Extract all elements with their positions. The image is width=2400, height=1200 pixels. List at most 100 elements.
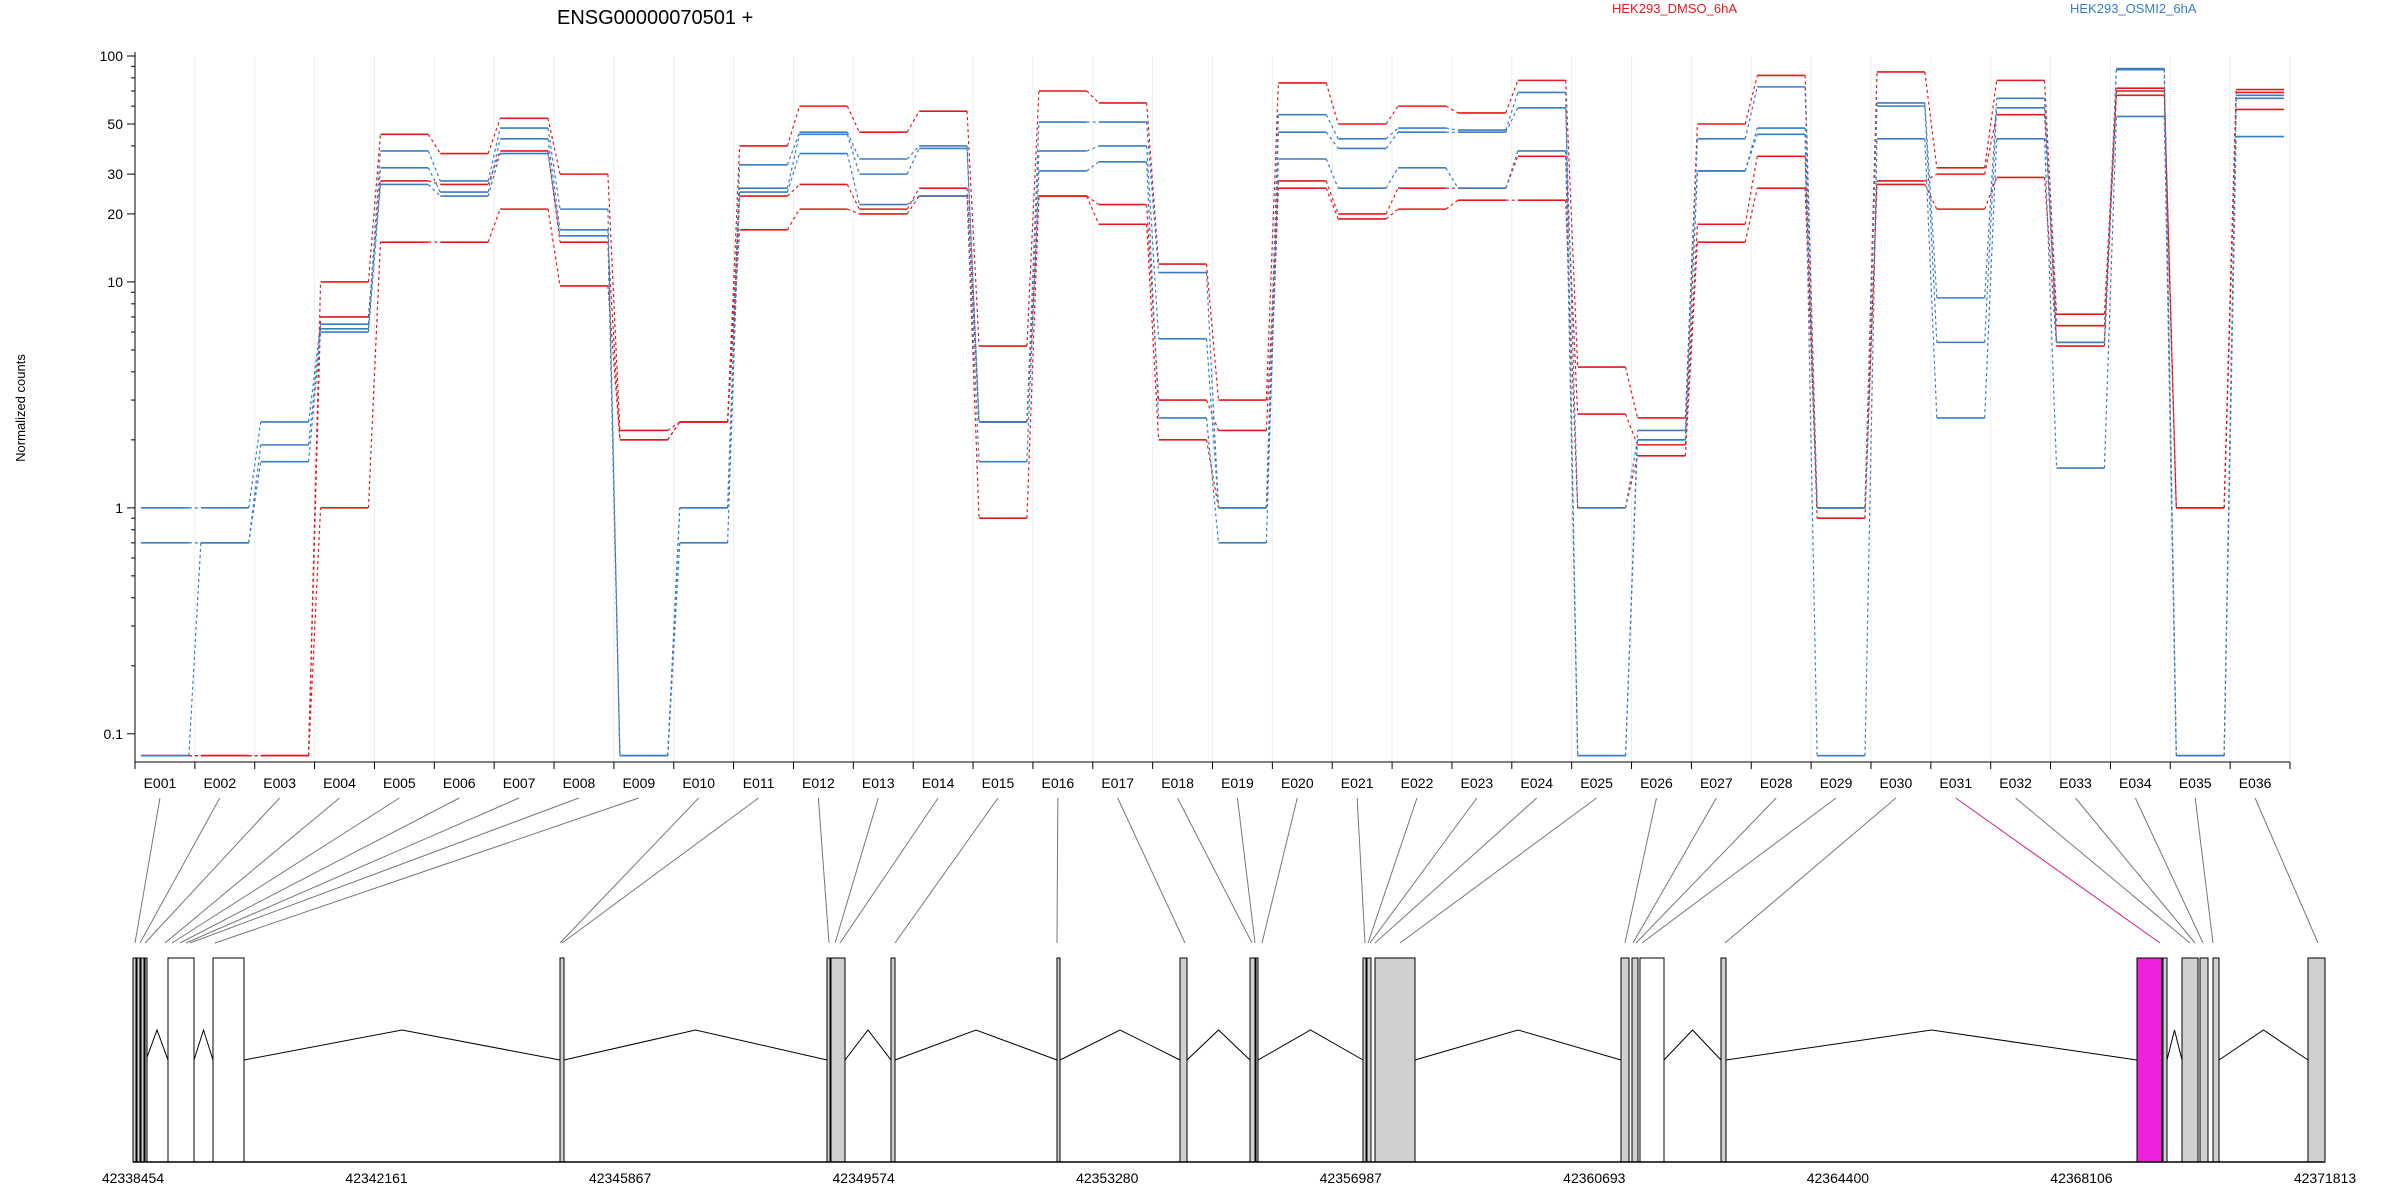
- exon-connector-line: [1356, 797, 1366, 944]
- exon-connector-line: [1261, 797, 1298, 944]
- exon-box: [1362, 957, 1367, 1163]
- coordinate-label: 42342161: [345, 1170, 408, 1186]
- x-tick-label: E007: [503, 775, 536, 791]
- exon-connector-line: [1177, 797, 1253, 944]
- exon-box: [167, 957, 195, 1163]
- coordinate-label: 42368106: [2050, 1170, 2113, 1186]
- exon-connector-line: [834, 797, 879, 944]
- coordinate-label: 42349574: [833, 1170, 896, 1186]
- axis-layer: 0.1 1 10 20 30 50 100 E001 E002 E003 E004 E005 E006 E…: [100, 48, 2291, 791]
- series-connector: [787, 184, 800, 197]
- series-connector: [846, 184, 860, 210]
- x-tick-label: E012: [802, 775, 835, 791]
- series-connector: [1385, 167, 1399, 189]
- x-tick-label: E002: [203, 775, 236, 791]
- exon-box: [136, 957, 141, 1163]
- exon-connector-line: [1641, 797, 1837, 944]
- series-connector: [248, 421, 262, 508]
- chart-title: ENSG00000070501 +: [557, 7, 753, 29]
- intron-line: [1725, 1029, 2138, 1061]
- series-connector: [1565, 107, 1579, 508]
- intron-line: [243, 1029, 561, 1061]
- exon-connector-line: [189, 797, 580, 944]
- legend-entry-dmso: HEK293_DMSO_6hA: [1612, 1, 1737, 16]
- series-line: [141, 115, 2284, 757]
- intron-line: [1414, 1029, 1622, 1061]
- x-tick-label: E015: [982, 775, 1015, 791]
- exon-connector-line: [1399, 797, 1597, 944]
- series-connector: [307, 331, 322, 462]
- exon-connector-line: [214, 797, 639, 944]
- exon-box: [559, 957, 565, 1163]
- y-tick-label: 100: [100, 48, 124, 64]
- series-connector: [1804, 156, 1818, 519]
- series-connector: [1864, 106, 1878, 508]
- exon-connector-line: [2134, 797, 2204, 944]
- exon-box: [2212, 957, 2220, 1163]
- series-connector: [966, 195, 980, 462]
- series-connector: [1086, 161, 1100, 172]
- series-connector: [727, 145, 741, 422]
- x-tick-label: E008: [563, 775, 596, 791]
- exon-box: [2136, 957, 2163, 1163]
- x-tick-label: E035: [2179, 775, 2212, 791]
- series-connector: [1924, 102, 1938, 298]
- exon-box: [2181, 957, 2199, 1163]
- exon-box: [1720, 957, 1727, 1163]
- intron-line: [2166, 1029, 2183, 1061]
- exon-connector-line: [561, 797, 759, 944]
- exon-box: [144, 957, 148, 1163]
- x-tick-label: E005: [383, 775, 416, 791]
- exon-connector-line: [1955, 797, 2161, 944]
- grid-layer: [134, 56, 2291, 762]
- series-connector: [1445, 105, 1459, 114]
- series-connector: [1325, 114, 1339, 140]
- series-connector: [1924, 184, 1938, 210]
- x-tick-label: E009: [622, 775, 655, 791]
- series-connector: [427, 184, 441, 197]
- exon-box: [1249, 957, 1256, 1163]
- exon-box: [890, 957, 896, 1163]
- y-tick-label: 50: [107, 116, 123, 132]
- series-connector: [966, 145, 980, 422]
- intron-line: [844, 1029, 892, 1061]
- exon-connector-line: [171, 797, 400, 944]
- series-connector: [1984, 80, 1998, 168]
- series-connector: [846, 105, 860, 133]
- exon-box: [1631, 957, 1639, 1163]
- series-connector: [2043, 98, 2058, 343]
- series-connector: [1086, 195, 1100, 206]
- series-layer: [141, 67, 2284, 757]
- series-connector: [1385, 208, 1399, 220]
- x-tick-label: E027: [1700, 775, 1733, 791]
- exon-connector-line: [1369, 797, 1478, 944]
- exon-box: [2307, 957, 2326, 1163]
- x-tick-label: E021: [1341, 775, 1374, 791]
- exon-box: [2199, 957, 2209, 1163]
- series-connector: [846, 153, 860, 205]
- exon-box: [132, 957, 137, 1163]
- series-connector: [1505, 107, 1519, 133]
- exon-box: [826, 957, 831, 1163]
- series-connector: [906, 110, 920, 133]
- series-connector: [1146, 161, 1160, 418]
- series-connector: [786, 153, 801, 193]
- y-tick-label: 30: [107, 166, 123, 182]
- coordinate-label: 42364400: [1807, 1170, 1870, 1186]
- exon-connector-line: [1724, 797, 1897, 944]
- intron-line: [193, 1028, 214, 1061]
- coordinate-label: 42345867: [589, 1170, 652, 1186]
- x-tick-label: E022: [1401, 775, 1434, 791]
- series-connector: [1505, 92, 1519, 131]
- series-connector: [667, 421, 681, 431]
- series-connector: [547, 153, 561, 236]
- series-connector: [1445, 127, 1459, 131]
- series-connector: [906, 187, 920, 210]
- series-connector: [1146, 145, 1160, 339]
- series-connector: [487, 118, 501, 154]
- series-connector: [428, 180, 441, 186]
- exon-connector-line: [2075, 797, 2196, 944]
- x-tick-label: E032: [1999, 775, 2032, 791]
- x-tick-label: E016: [1041, 775, 1074, 791]
- x-tick-label: E026: [1640, 775, 1673, 791]
